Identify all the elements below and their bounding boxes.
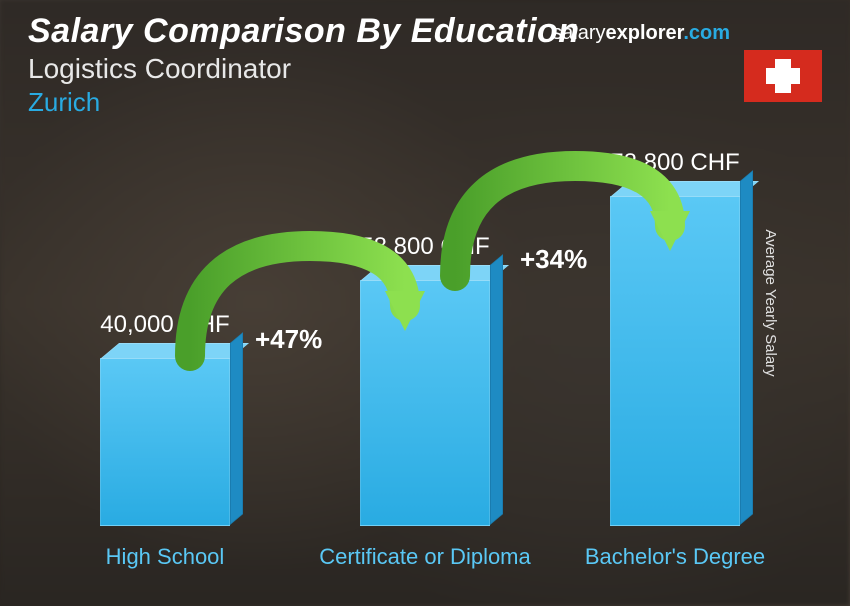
- bar-label: High School: [55, 544, 275, 570]
- flag-icon: [744, 50, 822, 102]
- pct-increase-label: +34%: [520, 244, 587, 275]
- brand-logo: salaryexplorer.com: [552, 22, 730, 45]
- increase-arrow-icon: [435, 146, 695, 306]
- bar-label: Bachelor's Degree: [565, 544, 785, 570]
- job-title: Logistics Coordinator: [28, 53, 580, 85]
- chart-title: Salary Comparison By Education: [28, 12, 580, 51]
- bar-chart: 40,000 CHF High School 58,800 CHF Certif…: [40, 166, 790, 586]
- bar-label: Certificate or Diploma: [315, 544, 535, 570]
- header-block: Salary Comparison By Education Logistics…: [28, 12, 580, 118]
- pct-increase-label: +47%: [255, 324, 322, 355]
- bar-side-face: [740, 170, 753, 525]
- flag-cross-horizontal: [766, 68, 800, 84]
- increase-arrow-icon: [170, 226, 430, 386]
- brand-prefix: salary: [552, 22, 605, 44]
- brand-mid: explorer: [605, 22, 683, 44]
- y-axis-label: Average Yearly Salary: [762, 229, 779, 376]
- brand-suffix: .com: [683, 22, 730, 44]
- location-label: Zurich: [28, 87, 580, 118]
